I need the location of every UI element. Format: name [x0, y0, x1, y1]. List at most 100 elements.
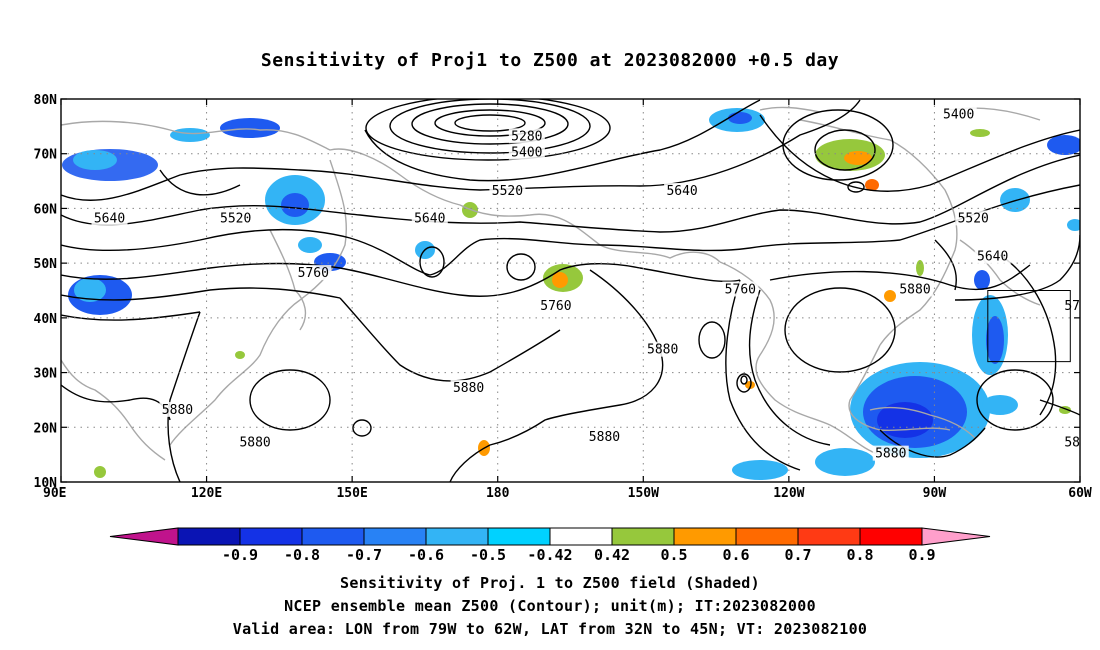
shade-patch	[298, 237, 322, 253]
contour-line	[249, 369, 331, 431]
contour-label-bg	[217, 210, 254, 226]
lon-tick-label: 150W	[628, 486, 659, 501]
contour-line	[352, 419, 372, 437]
contour-line	[364, 99, 761, 182]
contour-line	[976, 369, 1054, 431]
contour-line	[61, 99, 861, 202]
lat-tick-label: 80N	[34, 93, 58, 108]
contour-label: 5280	[511, 129, 542, 144]
contour-line	[814, 129, 876, 171]
colorbar-label: 0.7	[784, 546, 811, 564]
lat-tick-label: 50N	[34, 257, 58, 272]
lat-tick-label: 60N	[34, 202, 58, 217]
contour-label-bg	[489, 183, 526, 199]
contour-label-bg	[450, 379, 487, 395]
shade-patch	[916, 260, 924, 276]
contour-line	[61, 262, 741, 297]
contour-label-bg	[411, 210, 448, 226]
colorbar-bin	[363, 527, 427, 546]
contour-label: 5640	[666, 184, 697, 199]
contour-label: 5640	[94, 211, 125, 226]
north-america-east-coast	[799, 119, 958, 346]
lat-tick-label: 40N	[34, 312, 58, 327]
contour-label: 5400	[511, 146, 542, 161]
z500-contours	[61, 99, 1080, 482]
shade-patch	[982, 395, 1018, 415]
contour-label: 5640	[414, 211, 445, 226]
contour-line	[159, 169, 241, 196]
contour-line	[879, 427, 986, 458]
contour-label-bg	[1062, 297, 1080, 313]
contour-label-bg	[897, 281, 934, 297]
contour-line	[61, 154, 1080, 233]
map-frame	[60, 98, 1081, 483]
atlantic-canada-coast	[959, 239, 1041, 306]
asia-north-coast	[61, 120, 721, 263]
gulf-coast	[848, 344, 951, 432]
contour-line	[725, 279, 801, 471]
caribbean-islands	[869, 406, 976, 439]
shade-patch	[745, 381, 755, 389]
colorbar-low-triangle	[109, 527, 179, 546]
contour-label: 5760	[540, 299, 571, 314]
colorbar-bin	[859, 527, 923, 546]
colorbar-label: -0.6	[408, 546, 444, 564]
shade-patch	[220, 118, 280, 138]
lon-tick-label: 90W	[923, 486, 947, 501]
colorbar-bin	[735, 527, 799, 546]
contour-line	[506, 253, 536, 281]
lon-tick-label: 90E	[43, 486, 66, 501]
contour-label: 5520	[492, 184, 523, 199]
contour-label: 5760	[725, 283, 756, 298]
colorbar-bin	[239, 527, 303, 546]
contour-line	[847, 181, 865, 193]
contour-line	[339, 297, 561, 382]
lon-tick-label: 180	[486, 486, 510, 501]
caption-shading: Sensitivity of Proj. 1 to Z500 field (Sh…	[340, 574, 760, 592]
colorbar-bin	[301, 527, 365, 546]
contour-line	[389, 99, 591, 154]
contour-label-bg	[974, 248, 1011, 264]
lat-tick-label: 30N	[34, 367, 58, 382]
colorbar-bin	[611, 527, 675, 546]
contour-label-bg	[722, 281, 759, 297]
contour-label-bg	[586, 429, 623, 445]
colorbar-label: 0.9	[908, 546, 935, 564]
chart-title: Sensitivity of Proj1 to Z500 at 20230820…	[260, 50, 840, 71]
contour-label: 5880	[589, 430, 620, 445]
north-america-west-coast	[719, 261, 881, 456]
contour-line	[61, 384, 171, 421]
southeast-asia-coast	[61, 359, 166, 461]
shade-patch	[170, 128, 210, 142]
colorbar-bin	[549, 527, 613, 546]
contour-label: 5640	[977, 250, 1008, 265]
contour-label: 5400	[943, 107, 974, 122]
contour-label-bg	[1062, 434, 1080, 450]
colorbar-bin	[487, 527, 551, 546]
contour-label-bg	[508, 128, 545, 144]
contour-label: 5880	[875, 447, 906, 462]
shade-patch	[235, 351, 245, 359]
contour-label-bg	[91, 210, 128, 226]
contour-label: 5880	[162, 403, 193, 418]
contour-line	[759, 114, 1080, 192]
contour-line	[740, 375, 748, 385]
shade-patch	[884, 290, 896, 302]
contour-line	[1039, 399, 1080, 416]
contour-label-bg	[644, 341, 681, 357]
contour-label: 5880	[899, 283, 930, 298]
contour-line	[434, 109, 546, 137]
colorbar-bin	[425, 527, 489, 546]
colorbar-label: -0.8	[284, 546, 320, 564]
contour-line	[419, 246, 445, 278]
colorbar-high-triangle	[921, 527, 991, 546]
contour-line	[999, 254, 1057, 416]
grid-lines	[61, 99, 1080, 482]
contour-line	[61, 311, 201, 321]
contour-label-bg	[537, 297, 574, 313]
lon-tick-label: 120E	[191, 486, 222, 501]
shade-patch	[986, 316, 1004, 364]
shade-patch	[728, 112, 752, 124]
shade-patch	[974, 270, 990, 290]
